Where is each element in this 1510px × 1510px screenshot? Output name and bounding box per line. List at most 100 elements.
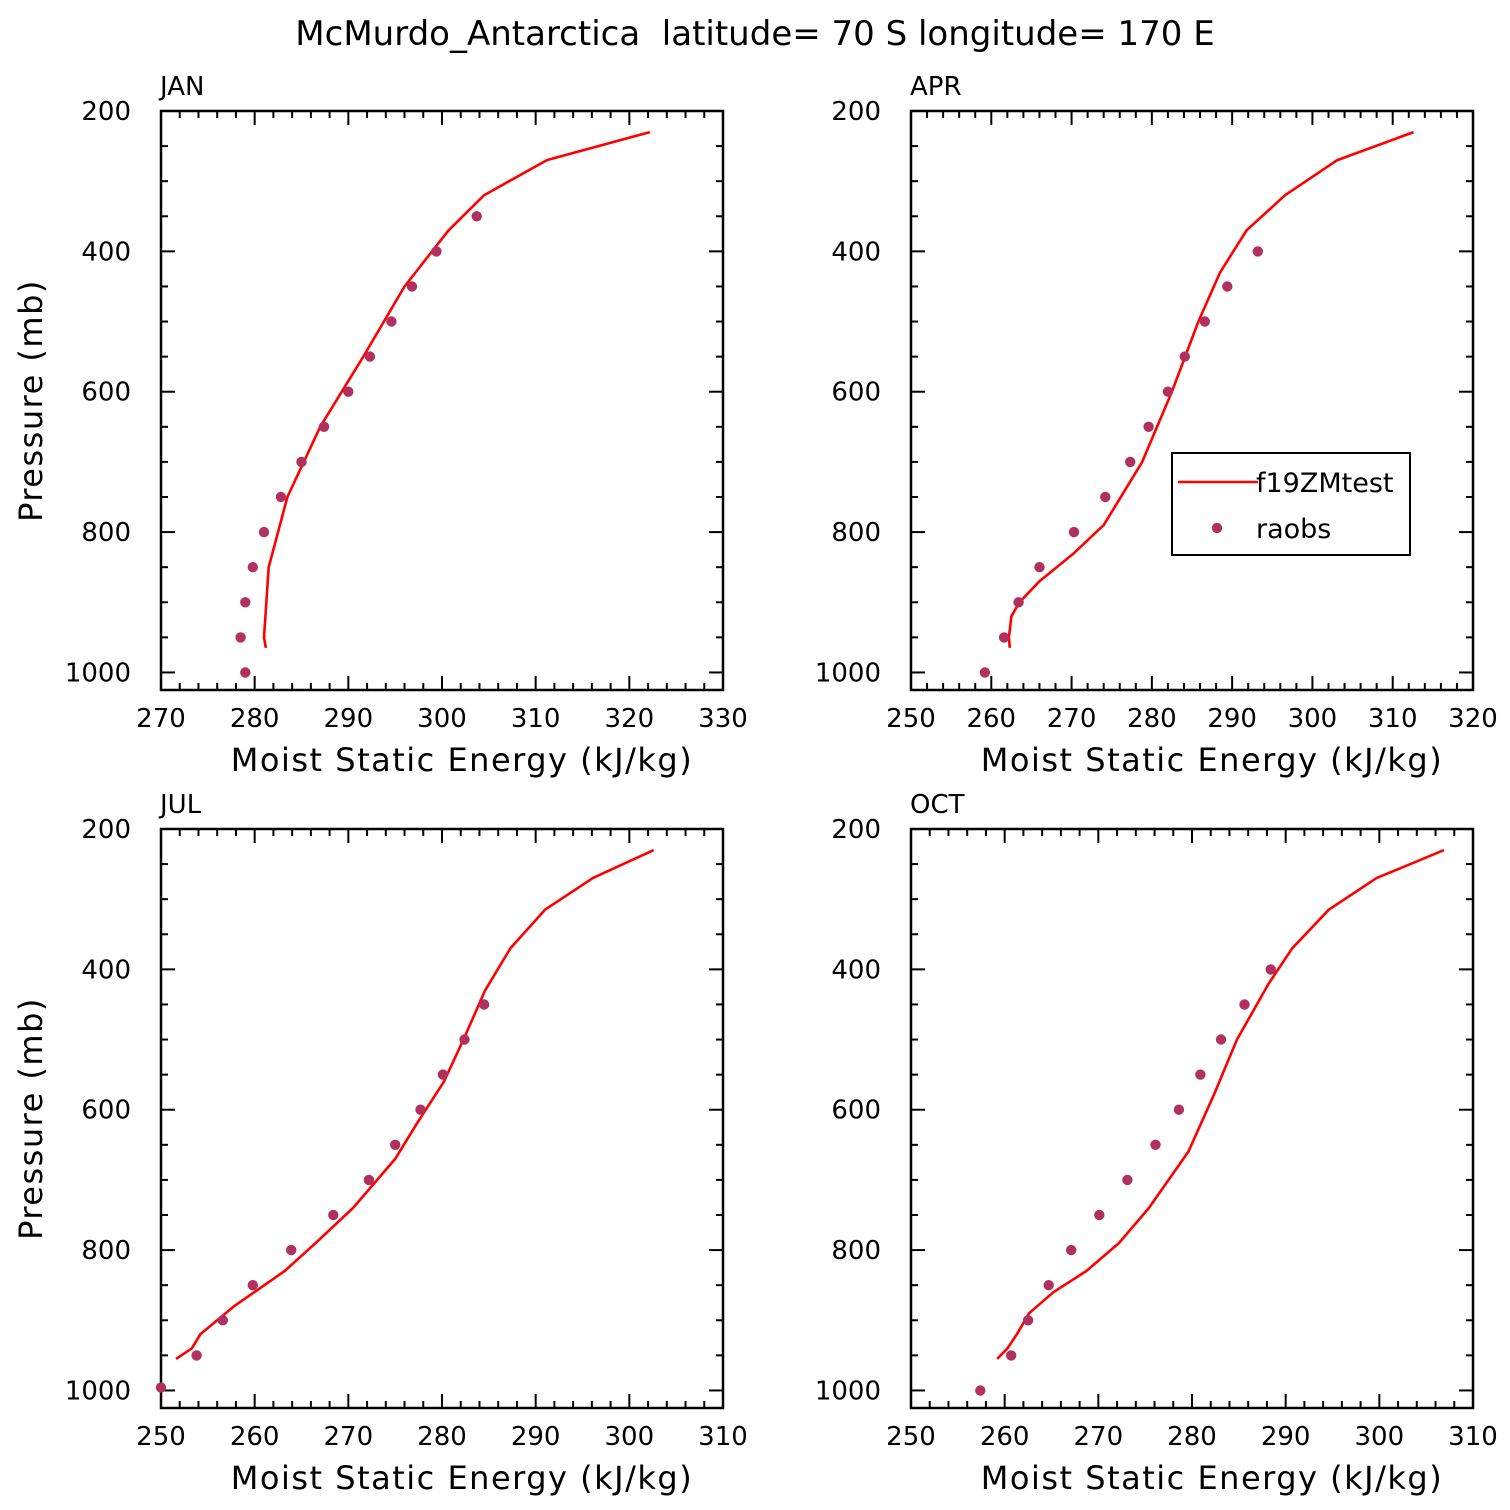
panel-oct: OCT 250 260 270 280 290 300 310 200 400 600 800 1000… xyxy=(815,790,1498,1497)
y-tick-label: 1000 xyxy=(815,658,881,688)
data-point-raobs xyxy=(431,246,442,257)
y-tick-label: 200 xyxy=(81,97,131,127)
x-tick-label: 310 xyxy=(1448,1422,1498,1452)
x-tick-label: 280 xyxy=(417,1422,467,1452)
data-point-raobs xyxy=(975,1385,986,1396)
legend-label-raobs: raobs xyxy=(1256,514,1331,545)
figure-title: McMurdo_Antarctica latitude= 70 S longit… xyxy=(295,14,1214,54)
y-tick-label: 400 xyxy=(831,955,881,985)
x-tick-label: 310 xyxy=(698,1422,748,1452)
x-axis-label: Moist Static Energy (kJ/kg) xyxy=(981,741,1443,779)
data-point-raobs xyxy=(1022,1315,1034,1326)
data-point-raobs xyxy=(1252,246,1264,257)
data-point-raobs xyxy=(258,526,270,538)
series-line-f19ZMtest xyxy=(996,848,1445,1360)
data-point-raobs xyxy=(1006,1350,1017,1361)
y-tick-label: 600 xyxy=(81,1096,131,1126)
data-point-raobs xyxy=(390,1139,401,1151)
data-point-raobs xyxy=(979,667,991,678)
x-tick-label: 280 xyxy=(1167,1422,1217,1452)
data-point-raobs xyxy=(1034,562,1045,573)
x-tick-label: 250 xyxy=(886,1422,936,1452)
data-point-raobs xyxy=(1199,316,1211,327)
y-axis-label: Pressure (mb) xyxy=(12,279,50,522)
data-point-raobs xyxy=(1013,597,1024,608)
legend-label-f19ZMtest: f19ZMtest xyxy=(1256,468,1394,499)
y-tick-label: 1000 xyxy=(815,1376,881,1406)
data-point-raobs xyxy=(318,421,330,432)
data-point-raobs xyxy=(191,1350,202,1361)
data-point-raobs xyxy=(240,667,251,678)
panel-label: JUL xyxy=(158,790,202,820)
data-point-raobs xyxy=(1150,1139,1161,1151)
x-tick-label: 270 xyxy=(324,1422,374,1452)
data-point-raobs xyxy=(328,1209,339,1221)
y-tick-label: 400 xyxy=(81,955,131,985)
data-point-raobs xyxy=(1179,351,1191,362)
data-point-raobs xyxy=(459,1034,470,1045)
series-line-f19ZMtest xyxy=(175,848,655,1360)
data-point-raobs xyxy=(1173,1104,1185,1115)
x-tick-label: 320 xyxy=(605,704,655,734)
panel-label: APR xyxy=(910,72,962,102)
x-tick-label: 300 xyxy=(1288,704,1338,734)
data-point-raobs xyxy=(1239,999,1250,1010)
data-point-raobs xyxy=(1125,456,1136,468)
data-point-raobs xyxy=(1162,386,1174,397)
x-axis-label: Moist Static Energy (kJ/kg) xyxy=(231,741,693,779)
data-point-raobs xyxy=(235,632,246,643)
data-point-raobs xyxy=(286,1244,297,1256)
plot-frame xyxy=(909,109,1475,692)
data-point-raobs xyxy=(1222,281,1233,292)
series-line-f19ZMtest xyxy=(262,130,651,649)
data-point-raobs xyxy=(406,281,418,292)
data-point-raobs xyxy=(1100,491,1111,503)
y-tick-label: 1000 xyxy=(65,1376,131,1406)
data-point-raobs xyxy=(240,597,251,608)
x-tick-label: 280 xyxy=(230,704,280,734)
x-tick-label: 290 xyxy=(1261,1422,1311,1452)
x-tick-label: 270 xyxy=(136,704,186,734)
data-point-raobs xyxy=(217,1315,228,1326)
legend-marker-swatch xyxy=(1211,522,1223,534)
y-tick-label: 600 xyxy=(831,1096,881,1126)
y-tick-label: 800 xyxy=(831,518,881,548)
data-point-raobs xyxy=(1143,421,1154,432)
y-tick-label: 800 xyxy=(81,1236,131,1266)
data-point-raobs xyxy=(247,1280,258,1291)
data-point-raobs xyxy=(415,1104,426,1115)
x-tick-label: 260 xyxy=(230,1422,280,1452)
y-axis-label: Pressure (mb) xyxy=(12,997,50,1240)
data-point-raobs xyxy=(1043,1280,1054,1291)
plot-frame xyxy=(159,827,725,1410)
y-tick-label: 400 xyxy=(81,237,131,267)
data-point-raobs xyxy=(478,999,490,1010)
x-tick-label: 260 xyxy=(966,704,1016,734)
x-tick-label: 290 xyxy=(511,1422,561,1452)
data-point-raobs xyxy=(1122,1174,1133,1186)
panel-label: JAN xyxy=(158,72,204,102)
x-axis-label: Moist Static Energy (kJ/kg) xyxy=(231,1459,693,1497)
y-tick-label: 200 xyxy=(831,97,881,127)
data-point-raobs xyxy=(1215,1034,1227,1045)
x-tick-label: 310 xyxy=(511,704,561,734)
y-tick-label: 200 xyxy=(81,815,131,845)
x-tick-label: 290 xyxy=(1207,704,1257,734)
data-point-raobs xyxy=(343,386,354,397)
plot-frame xyxy=(909,827,1475,1410)
panel-apr: APR 250 260 270 280 290 300 310 320 200 400 600 800 1… xyxy=(815,72,1498,779)
data-point-raobs xyxy=(1265,964,1276,975)
data-point-raobs xyxy=(247,562,258,573)
x-tick-label: 320 xyxy=(1448,704,1498,734)
x-tick-label: 330 xyxy=(698,704,748,734)
data-point-raobs xyxy=(998,632,1010,643)
x-axis-label: Moist Static Energy (kJ/kg) xyxy=(981,1459,1443,1497)
x-tick-label: 250 xyxy=(136,1422,186,1452)
data-point-raobs xyxy=(275,491,287,503)
x-tick-label: 270 xyxy=(1047,704,1097,734)
y-tick-label: 200 xyxy=(831,815,881,845)
x-tick-label: 250 xyxy=(886,704,936,734)
data-point-raobs xyxy=(1094,1209,1105,1221)
data-point-raobs xyxy=(363,1174,375,1186)
